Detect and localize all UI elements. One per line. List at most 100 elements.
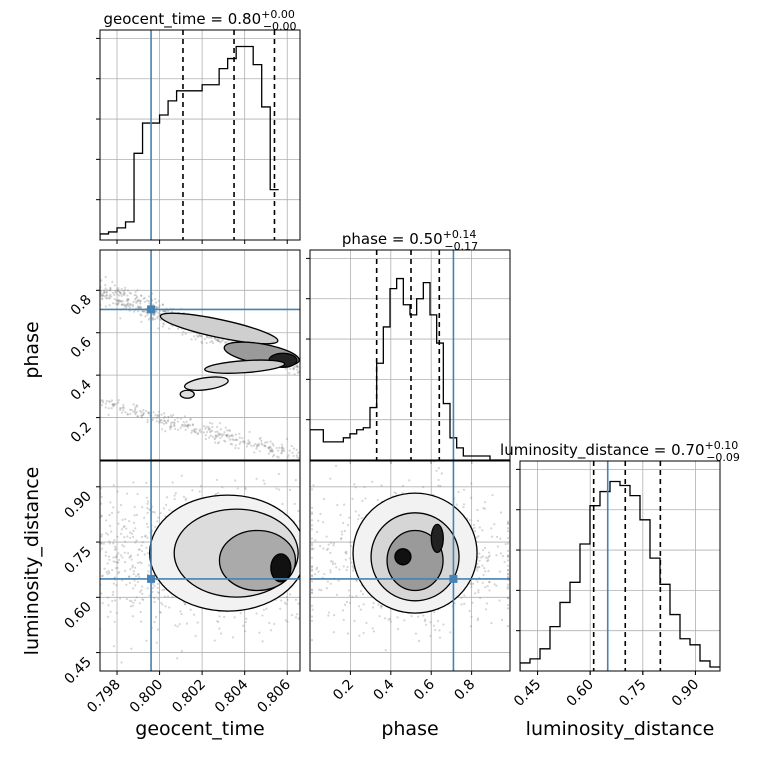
- title-minus-1: −0.17: [444, 240, 478, 253]
- scatter-point: [280, 443, 283, 446]
- scatter-point: [140, 544, 143, 547]
- scatter-point: [218, 627, 221, 630]
- scatter-point: [209, 431, 212, 434]
- scatter-point: [113, 293, 116, 297]
- scatter-point: [113, 545, 117, 548]
- scatter-point: [434, 628, 437, 632]
- scatter-point: [477, 566, 480, 569]
- scatter-point: [259, 436, 262, 439]
- scatter-point: [314, 573, 317, 576]
- scatter-point: [267, 446, 271, 449]
- scatter-point: [234, 444, 237, 447]
- scatter-point: [121, 544, 124, 547]
- scatter-point: [137, 573, 140, 576]
- scatter-point: [219, 341, 222, 344]
- scatter-point: [462, 506, 465, 509]
- scatter-point: [129, 568, 132, 571]
- scatter-point: [161, 421, 164, 424]
- scatter-point: [191, 423, 195, 426]
- scatter-point: [132, 587, 135, 590]
- scatter-point: [169, 428, 172, 431]
- scatter-point: [234, 433, 237, 436]
- scatter-point: [191, 429, 194, 432]
- scatter-point: [284, 367, 287, 370]
- scatter-point: [152, 411, 155, 414]
- truth-marker-2-1: [449, 574, 458, 583]
- scatter-point: [140, 535, 144, 539]
- scatter-point: [281, 502, 284, 506]
- scatter-point: [322, 547, 325, 550]
- scatter-point: [162, 412, 166, 415]
- scatter-point: [329, 477, 332, 480]
- scatter-point: [293, 373, 296, 376]
- scatter-point: [216, 339, 219, 343]
- scatter-point: [147, 570, 150, 573]
- scatter-point: [199, 430, 203, 434]
- scatter-point: [108, 304, 111, 307]
- scatter-point: [121, 300, 125, 303]
- scatter-point: [506, 522, 510, 526]
- scatter-point: [118, 290, 121, 293]
- scatter-point: [215, 478, 218, 481]
- scatter-point: [116, 561, 119, 564]
- scatter-point: [114, 547, 118, 550]
- scatter-point: [112, 582, 116, 585]
- scatter-point: [117, 302, 120, 305]
- scatter-point: [199, 485, 203, 488]
- scatter-point: [128, 303, 131, 306]
- scatter-point: [460, 596, 463, 599]
- contour-2-1-2: [386, 529, 444, 592]
- scatter-point: [110, 399, 114, 402]
- scatter-point: [416, 615, 420, 618]
- scatter-point: [118, 299, 121, 302]
- scatter-point: [146, 552, 149, 555]
- scatter-point: [248, 430, 251, 434]
- scatter-point: [180, 649, 183, 653]
- scatter-point: [222, 433, 225, 436]
- scatter-point: [137, 573, 140, 576]
- scatter-point: [142, 598, 145, 602]
- scatter-point: [176, 625, 179, 628]
- scatter-point: [278, 446, 281, 449]
- scatter-point: [310, 506, 314, 509]
- scatter-point: [132, 521, 136, 525]
- scatter-point: [281, 445, 284, 449]
- scatter-point: [117, 399, 120, 402]
- scatter-point: [145, 546, 148, 549]
- scatter-point: [225, 434, 228, 437]
- scatter-point: [217, 432, 220, 435]
- scatter-point: [110, 511, 114, 514]
- scatter-point: [218, 441, 221, 444]
- scatter-point: [132, 310, 136, 313]
- scatter-point: [157, 516, 160, 519]
- scatter-point: [112, 403, 115, 407]
- scatter-point: [153, 317, 157, 321]
- scatter-point: [344, 558, 347, 561]
- scatter-point: [496, 545, 499, 548]
- x-tick-label-0-1: 0.800: [127, 677, 167, 717]
- scatter-point: [116, 289, 119, 292]
- scatter-point: [209, 340, 212, 344]
- scatter-point: [449, 631, 452, 634]
- scatter-point: [123, 569, 127, 572]
- scatter-point: [128, 519, 131, 523]
- scatter-point: [319, 512, 322, 516]
- scatter-point: [187, 423, 190, 426]
- scatter-point: [148, 564, 151, 567]
- scatter-point: [123, 525, 126, 528]
- scatter-point: [491, 494, 494, 497]
- scatter-point: [290, 614, 294, 617]
- scatter-point: [221, 486, 224, 489]
- scatter-point: [158, 421, 161, 424]
- scatter-point: [123, 304, 126, 307]
- scatter-point: [357, 514, 361, 517]
- scatter-point: [122, 303, 125, 306]
- scatter-point: [310, 524, 314, 527]
- scatter-point: [200, 335, 203, 338]
- scatter-point: [506, 587, 510, 590]
- scatter-point: [286, 598, 289, 601]
- scatter-point: [137, 548, 140, 551]
- scatter-point: [100, 502, 103, 505]
- scatter-point: [157, 591, 161, 595]
- scatter-point: [247, 441, 250, 444]
